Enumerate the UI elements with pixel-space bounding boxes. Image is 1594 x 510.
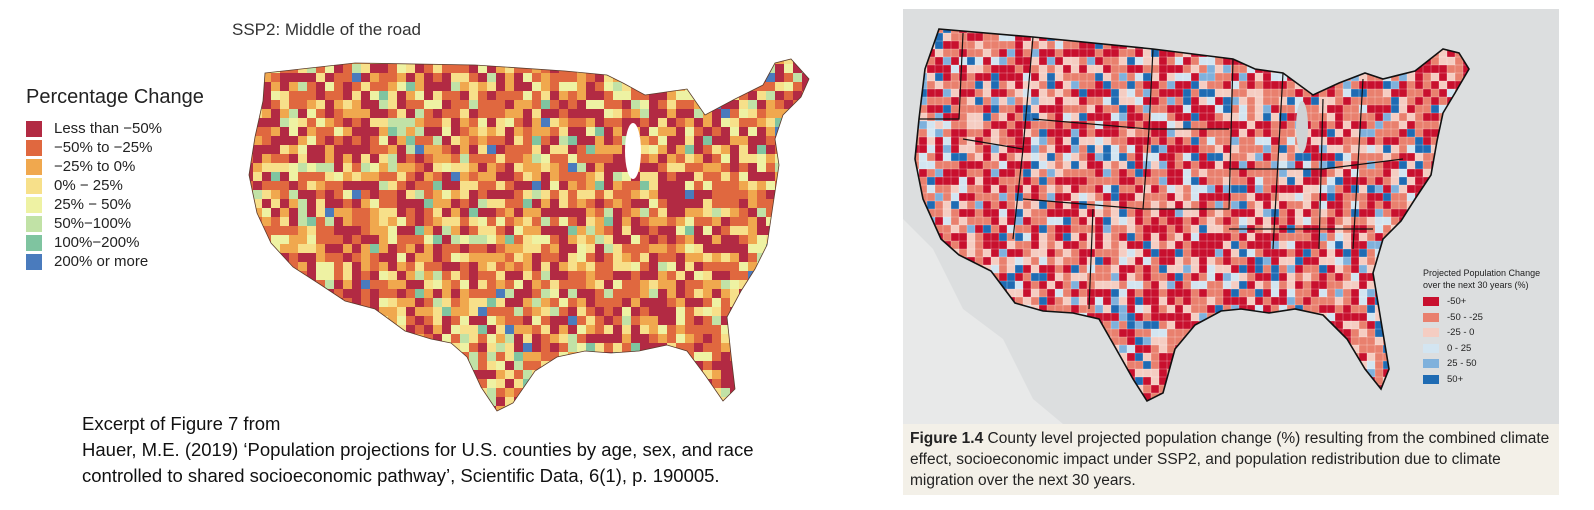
legend-swatch (1423, 297, 1439, 307)
left-legend-item: Less than −50% (26, 119, 162, 138)
legend-swatch (1423, 374, 1439, 384)
state-boundaries (919, 32, 1404, 310)
legend-label: 50+ (1447, 373, 1464, 385)
legend-label: 25% − 50% (54, 196, 132, 213)
right-legend-item: -50+ (1423, 294, 1553, 310)
left-legend-item: −25% to 0% (26, 157, 135, 176)
citation-line: Hauer, M.E. (2019) ‘Population projectio… (82, 439, 754, 460)
citation-line: Excerpt of Figure 7 from (82, 413, 281, 434)
legend-swatch (26, 234, 42, 251)
legend-label: -25 - 0 (1447, 327, 1475, 339)
caption-label: Figure 1.4 (910, 430, 984, 447)
figure-caption-box: Figure 1.4 County level projected popula… (903, 424, 1559, 495)
right-us-outline (914, 28, 1470, 403)
legend-label: −50% to −25% (54, 139, 153, 156)
left-county-cells (249, 59, 809, 411)
legend-swatch (26, 177, 42, 194)
legend-swatch (26, 158, 42, 175)
left-legend-title: Percentage Change (26, 86, 204, 108)
lake-michigan (1296, 101, 1308, 153)
legend-swatch (26, 215, 42, 232)
left-us-county-map (248, 58, 810, 412)
right-legend-item: 25 - 50 (1423, 356, 1553, 372)
right-legend-title-line: Projected Population Change (1423, 268, 1541, 278)
legend-swatch (26, 139, 42, 156)
left-us-outline (248, 58, 810, 412)
legend-label: 25 - 50 (1447, 358, 1477, 370)
right-legend-item: 0 - 25 (1423, 341, 1553, 357)
legend-label: Less than −50% (54, 120, 162, 137)
legend-label: -50 - -25 (1447, 311, 1483, 323)
legend-swatch (26, 120, 42, 137)
left-map-title: SSP2: Middle of the road (232, 20, 422, 39)
right-map-panel: Projected Population Change over the nex… (903, 9, 1559, 495)
legend-swatch (26, 253, 42, 270)
left-legend-item: 200% or more (26, 252, 148, 271)
legend-label: -50+ (1447, 296, 1467, 308)
legend-label: 0% − 25% (54, 177, 123, 194)
legend-swatch (1423, 359, 1439, 369)
legend-label: 200% or more (54, 253, 149, 270)
right-legend-item: -25 - 0 (1423, 325, 1553, 341)
citation-line: controlled to shared socioeconomic pathw… (82, 465, 720, 486)
left-legend-item: −50% to −25% (26, 138, 152, 157)
right-legend-item: 50+ (1423, 372, 1553, 388)
legend-label: 100%−200% (54, 234, 140, 251)
mexico-land (903, 219, 1063, 424)
legend-swatch (1423, 312, 1439, 322)
right-legend-item: -50 - -25 (1423, 310, 1553, 326)
right-us-county-map (903, 9, 1559, 424)
right-legend: Projected Population Change over the nex… (1423, 267, 1553, 387)
legend-swatch (26, 196, 42, 213)
left-legend-item: 100%−200% (26, 233, 140, 252)
citation: Excerpt of Figure 7 from Hauer, M.E. (20… (82, 411, 754, 489)
caption-text: County level projected population change… (910, 430, 1550, 489)
legend-swatch (1423, 343, 1439, 353)
legend-label: −25% to 0% (54, 158, 136, 175)
lake-michigan (625, 123, 641, 179)
right-legend-title: Projected Population Change over the nex… (1423, 267, 1553, 291)
legend-swatch (1423, 328, 1439, 338)
right-legend-title-line: over the next 30 years (%) (1423, 280, 1529, 290)
legend-label: 50%−100% (54, 215, 132, 232)
figure-caption: Figure 1.4 County level projected popula… (910, 428, 1550, 491)
left-legend-item: 25% − 50% (26, 195, 131, 214)
legend-label: 0 - 25 (1447, 342, 1472, 354)
left-legend-item: 50%−100% (26, 214, 131, 233)
left-legend-item: 0% − 25% (26, 176, 123, 195)
